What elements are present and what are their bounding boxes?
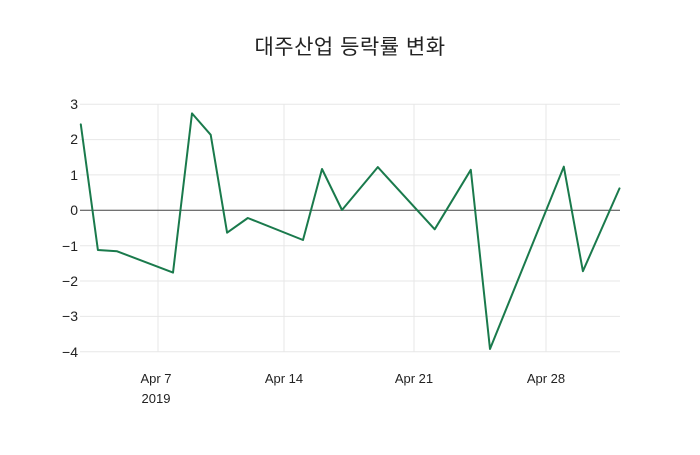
svg-text:−2: −2 [62,273,78,289]
svg-text:−1: −1 [62,238,78,254]
svg-text:Apr 28: Apr 28 [527,371,565,386]
svg-text:Apr 7: Apr 7 [140,371,171,386]
svg-text:2: 2 [70,131,78,147]
svg-text:Apr 14: Apr 14 [265,371,303,386]
svg-text:1: 1 [70,167,78,183]
svg-text:−3: −3 [62,308,78,324]
svg-text:Apr 21: Apr 21 [395,371,433,386]
svg-text:−4: −4 [62,344,78,360]
svg-text:3: 3 [70,96,78,112]
svg-text:0: 0 [70,202,78,218]
svg-text:2019: 2019 [142,391,171,406]
